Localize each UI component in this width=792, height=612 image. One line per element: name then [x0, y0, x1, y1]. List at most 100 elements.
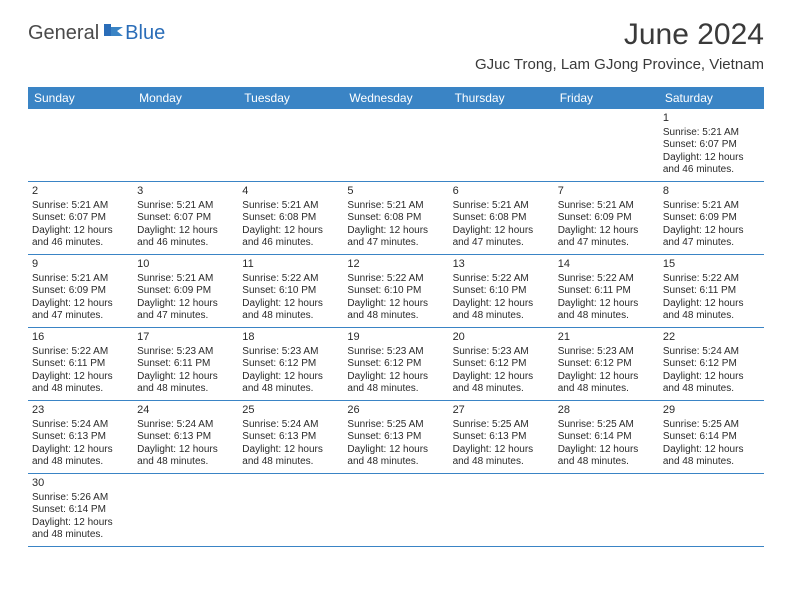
week-row: 30Sunrise: 5:26 AMSunset: 6:14 PMDayligh… [28, 474, 764, 547]
sunrise-text: Sunrise: 5:21 AM [347, 200, 444, 213]
daylight-text: Daylight: 12 hours and 48 minutes. [137, 444, 234, 469]
day-cell: 20Sunrise: 5:23 AMSunset: 6:12 PMDayligh… [449, 328, 554, 400]
day-cell [133, 109, 238, 181]
daylight-text: Daylight: 12 hours and 47 minutes. [137, 298, 234, 323]
day-number: 6 [453, 185, 550, 199]
sunrise-text: Sunrise: 5:22 AM [453, 273, 550, 286]
sunset-text: Sunset: 6:14 PM [663, 431, 760, 444]
sunrise-text: Sunrise: 5:21 AM [663, 127, 760, 140]
weekday-header: Tuesday [238, 87, 343, 109]
week-row: 2Sunrise: 5:21 AMSunset: 6:07 PMDaylight… [28, 182, 764, 255]
day-cell [449, 109, 554, 181]
day-cell: 18Sunrise: 5:23 AMSunset: 6:12 PMDayligh… [238, 328, 343, 400]
day-cell [554, 109, 659, 181]
day-cell [28, 109, 133, 181]
day-cell: 13Sunrise: 5:22 AMSunset: 6:10 PMDayligh… [449, 255, 554, 327]
sunrise-text: Sunrise: 5:23 AM [453, 346, 550, 359]
daylight-text: Daylight: 12 hours and 48 minutes. [347, 444, 444, 469]
logo-text-general: General [28, 22, 99, 45]
sunrise-text: Sunrise: 5:25 AM [558, 419, 655, 432]
sunset-text: Sunset: 6:07 PM [137, 212, 234, 225]
day-cell: 3Sunrise: 5:21 AMSunset: 6:07 PMDaylight… [133, 182, 238, 254]
day-number: 23 [32, 404, 129, 418]
daylight-text: Daylight: 12 hours and 47 minutes. [663, 225, 760, 250]
daylight-text: Daylight: 12 hours and 48 minutes. [453, 444, 550, 469]
sunrise-text: Sunrise: 5:23 AM [558, 346, 655, 359]
day-cell: 14Sunrise: 5:22 AMSunset: 6:11 PMDayligh… [554, 255, 659, 327]
daylight-text: Daylight: 12 hours and 46 minutes. [32, 225, 129, 250]
daylight-text: Daylight: 12 hours and 47 minutes. [32, 298, 129, 323]
day-cell: 19Sunrise: 5:23 AMSunset: 6:12 PMDayligh… [343, 328, 448, 400]
day-number: 4 [242, 185, 339, 199]
sunrise-text: Sunrise: 5:21 AM [32, 273, 129, 286]
day-number: 16 [32, 331, 129, 345]
day-number: 10 [137, 258, 234, 272]
day-cell [659, 474, 764, 546]
sunset-text: Sunset: 6:12 PM [453, 358, 550, 371]
daylight-text: Daylight: 12 hours and 46 minutes. [137, 225, 234, 250]
day-cell: 8Sunrise: 5:21 AMSunset: 6:09 PMDaylight… [659, 182, 764, 254]
day-number: 21 [558, 331, 655, 345]
title-block: June 2024 GJuc Trong, Lam GJong Province… [475, 18, 764, 73]
sunrise-text: Sunrise: 5:21 AM [242, 200, 339, 213]
daylight-text: Daylight: 12 hours and 48 minutes. [347, 371, 444, 396]
location-text: GJuc Trong, Lam GJong Province, Vietnam [475, 56, 764, 73]
day-cell: 9Sunrise: 5:21 AMSunset: 6:09 PMDaylight… [28, 255, 133, 327]
day-number: 8 [663, 185, 760, 199]
sunset-text: Sunset: 6:09 PM [32, 285, 129, 298]
day-cell: 23Sunrise: 5:24 AMSunset: 6:13 PMDayligh… [28, 401, 133, 473]
daylight-text: Daylight: 12 hours and 48 minutes. [453, 371, 550, 396]
day-number: 28 [558, 404, 655, 418]
sunrise-text: Sunrise: 5:21 AM [663, 200, 760, 213]
day-number: 24 [137, 404, 234, 418]
week-row: 9Sunrise: 5:21 AMSunset: 6:09 PMDaylight… [28, 255, 764, 328]
day-cell: 5Sunrise: 5:21 AMSunset: 6:08 PMDaylight… [343, 182, 448, 254]
daylight-text: Daylight: 12 hours and 48 minutes. [242, 298, 339, 323]
day-cell: 22Sunrise: 5:24 AMSunset: 6:12 PMDayligh… [659, 328, 764, 400]
day-cell: 29Sunrise: 5:25 AMSunset: 6:14 PMDayligh… [659, 401, 764, 473]
day-number: 9 [32, 258, 129, 272]
day-cell: 2Sunrise: 5:21 AMSunset: 6:07 PMDaylight… [28, 182, 133, 254]
sunrise-text: Sunrise: 5:23 AM [347, 346, 444, 359]
daylight-text: Daylight: 12 hours and 48 minutes. [32, 517, 129, 542]
day-cell [238, 474, 343, 546]
day-number: 15 [663, 258, 760, 272]
week-row: 16Sunrise: 5:22 AMSunset: 6:11 PMDayligh… [28, 328, 764, 401]
sunrise-text: Sunrise: 5:22 AM [663, 273, 760, 286]
daylight-text: Daylight: 12 hours and 48 minutes. [558, 444, 655, 469]
day-number: 2 [32, 185, 129, 199]
day-number: 29 [663, 404, 760, 418]
sunrise-text: Sunrise: 5:24 AM [137, 419, 234, 432]
sunrise-text: Sunrise: 5:24 AM [663, 346, 760, 359]
month-title: June 2024 [475, 18, 764, 52]
day-number: 11 [242, 258, 339, 272]
day-number: 22 [663, 331, 760, 345]
daylight-text: Daylight: 12 hours and 47 minutes. [453, 225, 550, 250]
day-cell: 7Sunrise: 5:21 AMSunset: 6:09 PMDaylight… [554, 182, 659, 254]
sunset-text: Sunset: 6:09 PM [663, 212, 760, 225]
daylight-text: Daylight: 12 hours and 48 minutes. [347, 298, 444, 323]
daylight-text: Daylight: 12 hours and 48 minutes. [242, 371, 339, 396]
page-header: General Blue June 2024 GJuc Trong, Lam G… [0, 0, 792, 79]
day-number: 1 [663, 112, 760, 126]
sunrise-text: Sunrise: 5:21 AM [137, 200, 234, 213]
day-number: 27 [453, 404, 550, 418]
week-row: 23Sunrise: 5:24 AMSunset: 6:13 PMDayligh… [28, 401, 764, 474]
day-number: 7 [558, 185, 655, 199]
daylight-text: Daylight: 12 hours and 48 minutes. [663, 298, 760, 323]
flag-icon [103, 22, 125, 43]
weeks-container: 1Sunrise: 5:21 AMSunset: 6:07 PMDaylight… [28, 109, 764, 547]
sunset-text: Sunset: 6:11 PM [32, 358, 129, 371]
sunrise-text: Sunrise: 5:25 AM [347, 419, 444, 432]
day-number: 26 [347, 404, 444, 418]
daylight-text: Daylight: 12 hours and 48 minutes. [137, 371, 234, 396]
sunrise-text: Sunrise: 5:22 AM [558, 273, 655, 286]
day-cell: 21Sunrise: 5:23 AMSunset: 6:12 PMDayligh… [554, 328, 659, 400]
sunrise-text: Sunrise: 5:23 AM [137, 346, 234, 359]
sunset-text: Sunset: 6:08 PM [347, 212, 444, 225]
day-number: 14 [558, 258, 655, 272]
sunset-text: Sunset: 6:12 PM [242, 358, 339, 371]
day-cell: 30Sunrise: 5:26 AMSunset: 6:14 PMDayligh… [28, 474, 133, 546]
sunrise-text: Sunrise: 5:21 AM [558, 200, 655, 213]
day-cell [554, 474, 659, 546]
